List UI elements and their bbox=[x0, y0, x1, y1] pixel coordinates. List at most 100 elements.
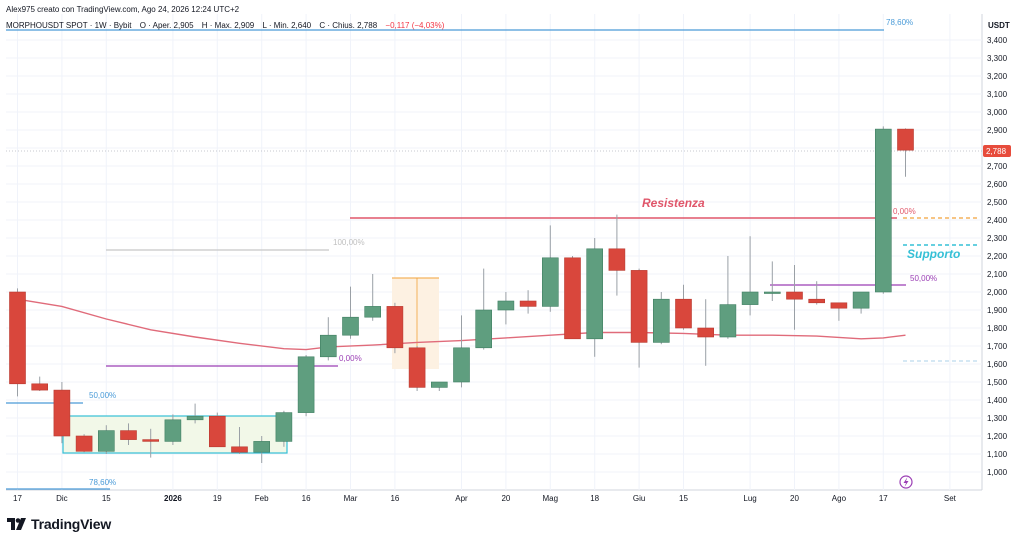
price-tick-label: 2,900 bbox=[987, 126, 1008, 135]
candle-body bbox=[497, 300, 515, 311]
price-tick-label: 3,000 bbox=[987, 108, 1008, 117]
candle-bullish bbox=[98, 425, 115, 454]
open-value: O · Aper. 2,905 bbox=[139, 21, 194, 30]
candle-bearish bbox=[675, 284, 692, 330]
fib-label-50-left: 50,00% bbox=[89, 391, 116, 400]
candle-bullish bbox=[364, 274, 382, 321]
price-axis[interactable]: USDT 1,000 1,100 1,200 1,300 1,400 1,500 1,600 1… bbox=[987, 21, 1010, 477]
candle-body bbox=[297, 356, 315, 413]
candle-body bbox=[231, 446, 248, 453]
price-tick-label: 1,400 bbox=[987, 396, 1008, 405]
price-tick-label: 2,600 bbox=[987, 180, 1008, 189]
candle-body bbox=[608, 248, 626, 271]
candle-bearish bbox=[697, 299, 715, 366]
candle-body bbox=[852, 291, 870, 309]
candle-body bbox=[364, 306, 382, 318]
time-tick-label: 20 bbox=[501, 494, 510, 503]
candle-body bbox=[386, 306, 404, 349]
change-value: −0,117 (−4,03%) bbox=[385, 21, 445, 30]
candle-body bbox=[763, 291, 781, 294]
price-tick-label: 2,000 bbox=[987, 288, 1008, 297]
candle-bearish bbox=[897, 128, 914, 177]
low-value: L · Min. 2,640 bbox=[262, 21, 312, 30]
time-tick-label: 17 bbox=[879, 494, 888, 503]
candle-bearish bbox=[231, 427, 248, 454]
fib-label-0-left: 0,00% bbox=[339, 354, 362, 363]
candle-body bbox=[519, 300, 537, 307]
tradingview-logo[interactable]: TradingView bbox=[7, 516, 111, 532]
time-tick-label: 15 bbox=[679, 494, 688, 503]
candle-body bbox=[120, 430, 137, 440]
current-price-badge bbox=[983, 145, 1011, 157]
candle-body bbox=[675, 298, 692, 329]
candle-bullish bbox=[852, 291, 870, 314]
candle-bearish bbox=[9, 288, 26, 397]
tradingview-logo-icon bbox=[7, 518, 26, 530]
chart-annotations: 78,60% 78,60% 50,00% 0,00% 100,00% 0,00% 50,00… bbox=[89, 18, 1011, 489]
time-axis[interactable]: 17 Dic 15 2026 19 Feb 16 Mar 16 Apr 20 Mag 18 Giu 15 Lu… bbox=[13, 494, 957, 503]
candle-body bbox=[652, 298, 670, 343]
candle-bearish bbox=[564, 256, 581, 340]
price-tick-label: 2,400 bbox=[987, 216, 1008, 225]
candle-bearish bbox=[519, 290, 537, 314]
price-tick-label: 1,300 bbox=[987, 414, 1008, 423]
candle-body bbox=[808, 298, 826, 304]
price-tick-label: 1,800 bbox=[987, 324, 1008, 333]
price-tick-label: 1,000 bbox=[987, 468, 1008, 477]
candle-bullish bbox=[741, 236, 759, 316]
candle-body bbox=[630, 270, 648, 343]
fib-label-top: 78,60% bbox=[886, 18, 913, 27]
candle-body bbox=[586, 248, 604, 340]
candle-body bbox=[275, 412, 293, 442]
creator-line: Alex975 creato con TradingView.com, Ago … bbox=[6, 5, 240, 14]
candle-body bbox=[319, 334, 337, 358]
price-tick-label: 3,200 bbox=[987, 72, 1008, 81]
candlestick-series bbox=[9, 126, 914, 463]
candle-body bbox=[186, 415, 204, 421]
price-tick-label: 3,100 bbox=[987, 90, 1008, 99]
price-tick-label: 3,300 bbox=[987, 54, 1008, 63]
time-tick-label: 2026 bbox=[164, 494, 182, 503]
candle-body bbox=[475, 309, 493, 349]
time-tick-label: Mag bbox=[543, 494, 559, 503]
resistance-label: Resistenza bbox=[642, 196, 705, 210]
candle-body bbox=[408, 347, 426, 388]
fib-label-100: 100,00% bbox=[333, 238, 365, 247]
time-tick-label: 19 bbox=[213, 494, 222, 503]
price-tick-label: 2,300 bbox=[987, 234, 1008, 243]
candle-bearish bbox=[786, 265, 803, 330]
candle-bullish bbox=[319, 317, 337, 361]
price-tick-label: 2,200 bbox=[987, 252, 1008, 261]
time-tick-label: Giu bbox=[633, 494, 645, 503]
close-value: C · Chius. 2,788 bbox=[319, 21, 378, 30]
price-tick-label: 1,200 bbox=[987, 432, 1008, 441]
candle-body bbox=[142, 439, 159, 442]
price-tick-label: 1,600 bbox=[987, 360, 1008, 369]
price-tick-label: 1,100 bbox=[987, 450, 1008, 459]
current-price-label: 2,788 bbox=[986, 147, 1007, 156]
candle-bullish bbox=[253, 436, 270, 463]
lightning-icon-glyph bbox=[903, 477, 909, 487]
time-tick-label: 18 bbox=[590, 494, 599, 503]
candle-bearish bbox=[386, 302, 404, 354]
candle-body bbox=[430, 381, 448, 388]
candle-bullish bbox=[164, 414, 182, 445]
candle-bullish bbox=[763, 261, 781, 301]
symbol-legend[interactable]: MORPHOUSDT SPOT · 1W · Bybit O · Aper. 2… bbox=[6, 21, 444, 30]
candle-bullish bbox=[186, 403, 204, 424]
candle-bearish bbox=[142, 428, 159, 458]
candle-body bbox=[453, 347, 470, 383]
candle-bearish bbox=[53, 382, 71, 444]
time-tick-label: Set bbox=[944, 494, 957, 503]
candle-body bbox=[541, 257, 559, 307]
candle-body bbox=[209, 415, 226, 448]
price-tick-label: 2,700 bbox=[987, 162, 1008, 171]
symbol-name[interactable]: MORPHOUSDT SPOT · 1W · Bybit bbox=[6, 21, 132, 30]
candle-body bbox=[830, 302, 848, 309]
candle-bearish bbox=[31, 376, 49, 391]
time-tick-label: Mar bbox=[344, 494, 358, 503]
time-tick-label: Feb bbox=[255, 494, 269, 503]
price-tick-label: 1,700 bbox=[987, 342, 1008, 351]
candle-body bbox=[897, 128, 914, 151]
